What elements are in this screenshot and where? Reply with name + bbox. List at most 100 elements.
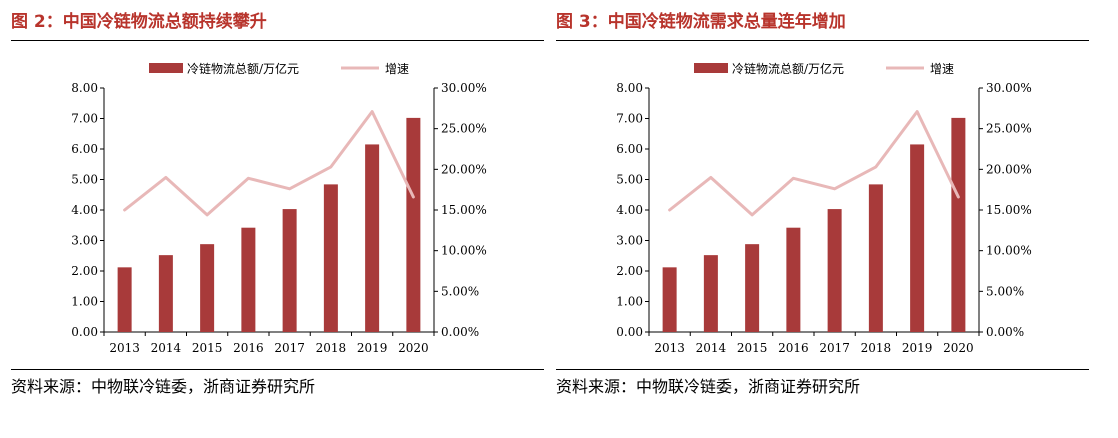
left-tick-label: 8.00 — [71, 81, 98, 95]
line-point — [206, 214, 208, 216]
x-tick-label: 2019 — [357, 341, 388, 355]
left-tick-label: 5.00 — [616, 173, 643, 187]
right-tick-label: 10.00% — [441, 244, 487, 258]
line-point — [751, 214, 753, 216]
figure-panel-left: 图 2：中国冷链物流总额持续攀升 0.00 1.00 2.00 3.00 4.00 5.0… — [11, 0, 544, 438]
left-tick-label: 4.00 — [71, 203, 98, 217]
legend-swatch-bar — [694, 63, 728, 73]
combo-chart: 0.00 1.00 2.00 3.00 4.00 5.00 6.00 7.00 8.00 0.00… — [616, 61, 1032, 355]
x-tick-label: 2015 — [737, 341, 768, 355]
x-tick-label: 2020 — [943, 341, 974, 355]
right-tick-label: 25.00% — [441, 122, 487, 136]
title-divider — [556, 40, 1089, 41]
right-tick-label: 5.00% — [441, 284, 479, 298]
left-tick-label: 7.00 — [616, 112, 643, 126]
x-tick-label: 2018 — [316, 341, 347, 355]
left-tick-label: 2.00 — [71, 264, 98, 278]
bar — [910, 144, 925, 332]
line-point — [957, 196, 959, 198]
bar — [406, 117, 421, 332]
x-tick-label: 2018 — [861, 341, 892, 355]
line-point — [669, 209, 671, 211]
source-divider — [556, 369, 1089, 370]
line-point — [875, 166, 877, 168]
line-point — [371, 111, 373, 113]
source-divider — [11, 369, 544, 370]
growth-line — [668, 110, 960, 217]
x-tick-label: 2020 — [398, 341, 429, 355]
line-point — [916, 111, 918, 113]
line-point — [412, 196, 414, 198]
left-tick-label: 6.00 — [71, 142, 98, 156]
right-tick-label: 20.00% — [441, 162, 487, 176]
bar — [282, 209, 297, 332]
title-divider — [11, 40, 544, 41]
legend-label-bar: 冷链物流总额/万亿元 — [187, 61, 299, 76]
line-point — [165, 176, 167, 178]
source-note: 资料来源：中物联冷链委，浙商证券研究所 — [11, 377, 316, 396]
right-tick-label: 25.00% — [986, 122, 1032, 136]
x-tick-label: 2014 — [696, 341, 727, 355]
bar — [786, 227, 801, 332]
x-tick-label: 2017 — [819, 341, 850, 355]
left-tick-label: 6.00 — [616, 142, 643, 156]
right-tick-label: 0.00% — [441, 325, 479, 339]
line-point — [834, 188, 836, 190]
line-point — [124, 209, 126, 211]
bar — [158, 255, 173, 332]
x-tick-label: 2016 — [778, 341, 809, 355]
bar — [241, 227, 256, 332]
right-tick-label: 15.00% — [441, 203, 487, 217]
left-tick-label: 7.00 — [71, 112, 98, 126]
left-tick-label: 1.00 — [616, 295, 643, 309]
x-tick-label: 2019 — [902, 341, 933, 355]
bar — [323, 184, 338, 332]
bar — [703, 255, 718, 332]
bar — [365, 144, 380, 332]
legend-label-line: 增速 — [930, 62, 954, 76]
left-tick-label: 4.00 — [616, 203, 643, 217]
right-tick-label: 0.00% — [986, 325, 1024, 339]
source-note: 资料来源：中物联冷链委，浙商证券研究所 — [556, 377, 861, 396]
x-tick-label: 2017 — [274, 341, 305, 355]
line-point — [247, 177, 249, 179]
bar — [951, 117, 966, 332]
x-tick-label: 2014 — [151, 341, 182, 355]
bar — [662, 267, 677, 332]
left-tick-label: 0.00 — [71, 325, 98, 339]
left-tick-label: 2.00 — [616, 264, 643, 278]
x-tick-label: 2016 — [233, 341, 264, 355]
right-tick-label: 30.00% — [986, 81, 1032, 95]
x-tick-label: 2015 — [192, 341, 223, 355]
right-tick-label: 15.00% — [986, 203, 1032, 217]
right-tick-label: 10.00% — [986, 244, 1032, 258]
combo-chart: 0.00 1.00 2.00 3.00 4.00 5.00 6.00 7.00 8.00 0.00… — [71, 61, 487, 355]
legend-swatch-bar — [149, 63, 183, 73]
x-tick-label: 2013 — [654, 341, 685, 355]
left-tick-label: 3.00 — [616, 234, 643, 248]
figure-title: 图 2：中国冷链物流总额持续攀升 — [11, 12, 267, 32]
figure-title: 图 3：中国冷链物流需求总量连年增加 — [556, 12, 846, 32]
line-point — [710, 176, 712, 178]
growth-line — [123, 110, 415, 217]
figure-panel-right: 图 3：中国冷链物流需求总量连年增加 0.00 1.00 2.00 3.00 4.00 5… — [556, 0, 1089, 438]
bar — [868, 184, 883, 332]
left-tick-label: 5.00 — [71, 173, 98, 187]
line-point — [289, 188, 291, 190]
line-point — [792, 177, 794, 179]
bar — [200, 244, 215, 332]
left-tick-label: 3.00 — [71, 234, 98, 248]
bar — [827, 209, 842, 332]
legend-label-bar: 冷链物流总额/万亿元 — [732, 61, 844, 76]
x-tick-label: 2013 — [109, 341, 140, 355]
right-tick-label: 20.00% — [986, 162, 1032, 176]
left-tick-label: 1.00 — [71, 295, 98, 309]
right-tick-label: 5.00% — [986, 284, 1024, 298]
line-point — [330, 166, 332, 168]
right-tick-label: 30.00% — [441, 81, 487, 95]
bar — [117, 267, 132, 332]
legend-label-line: 增速 — [385, 62, 409, 76]
bar — [745, 244, 760, 332]
left-tick-label: 8.00 — [616, 81, 643, 95]
left-tick-label: 0.00 — [616, 325, 643, 339]
